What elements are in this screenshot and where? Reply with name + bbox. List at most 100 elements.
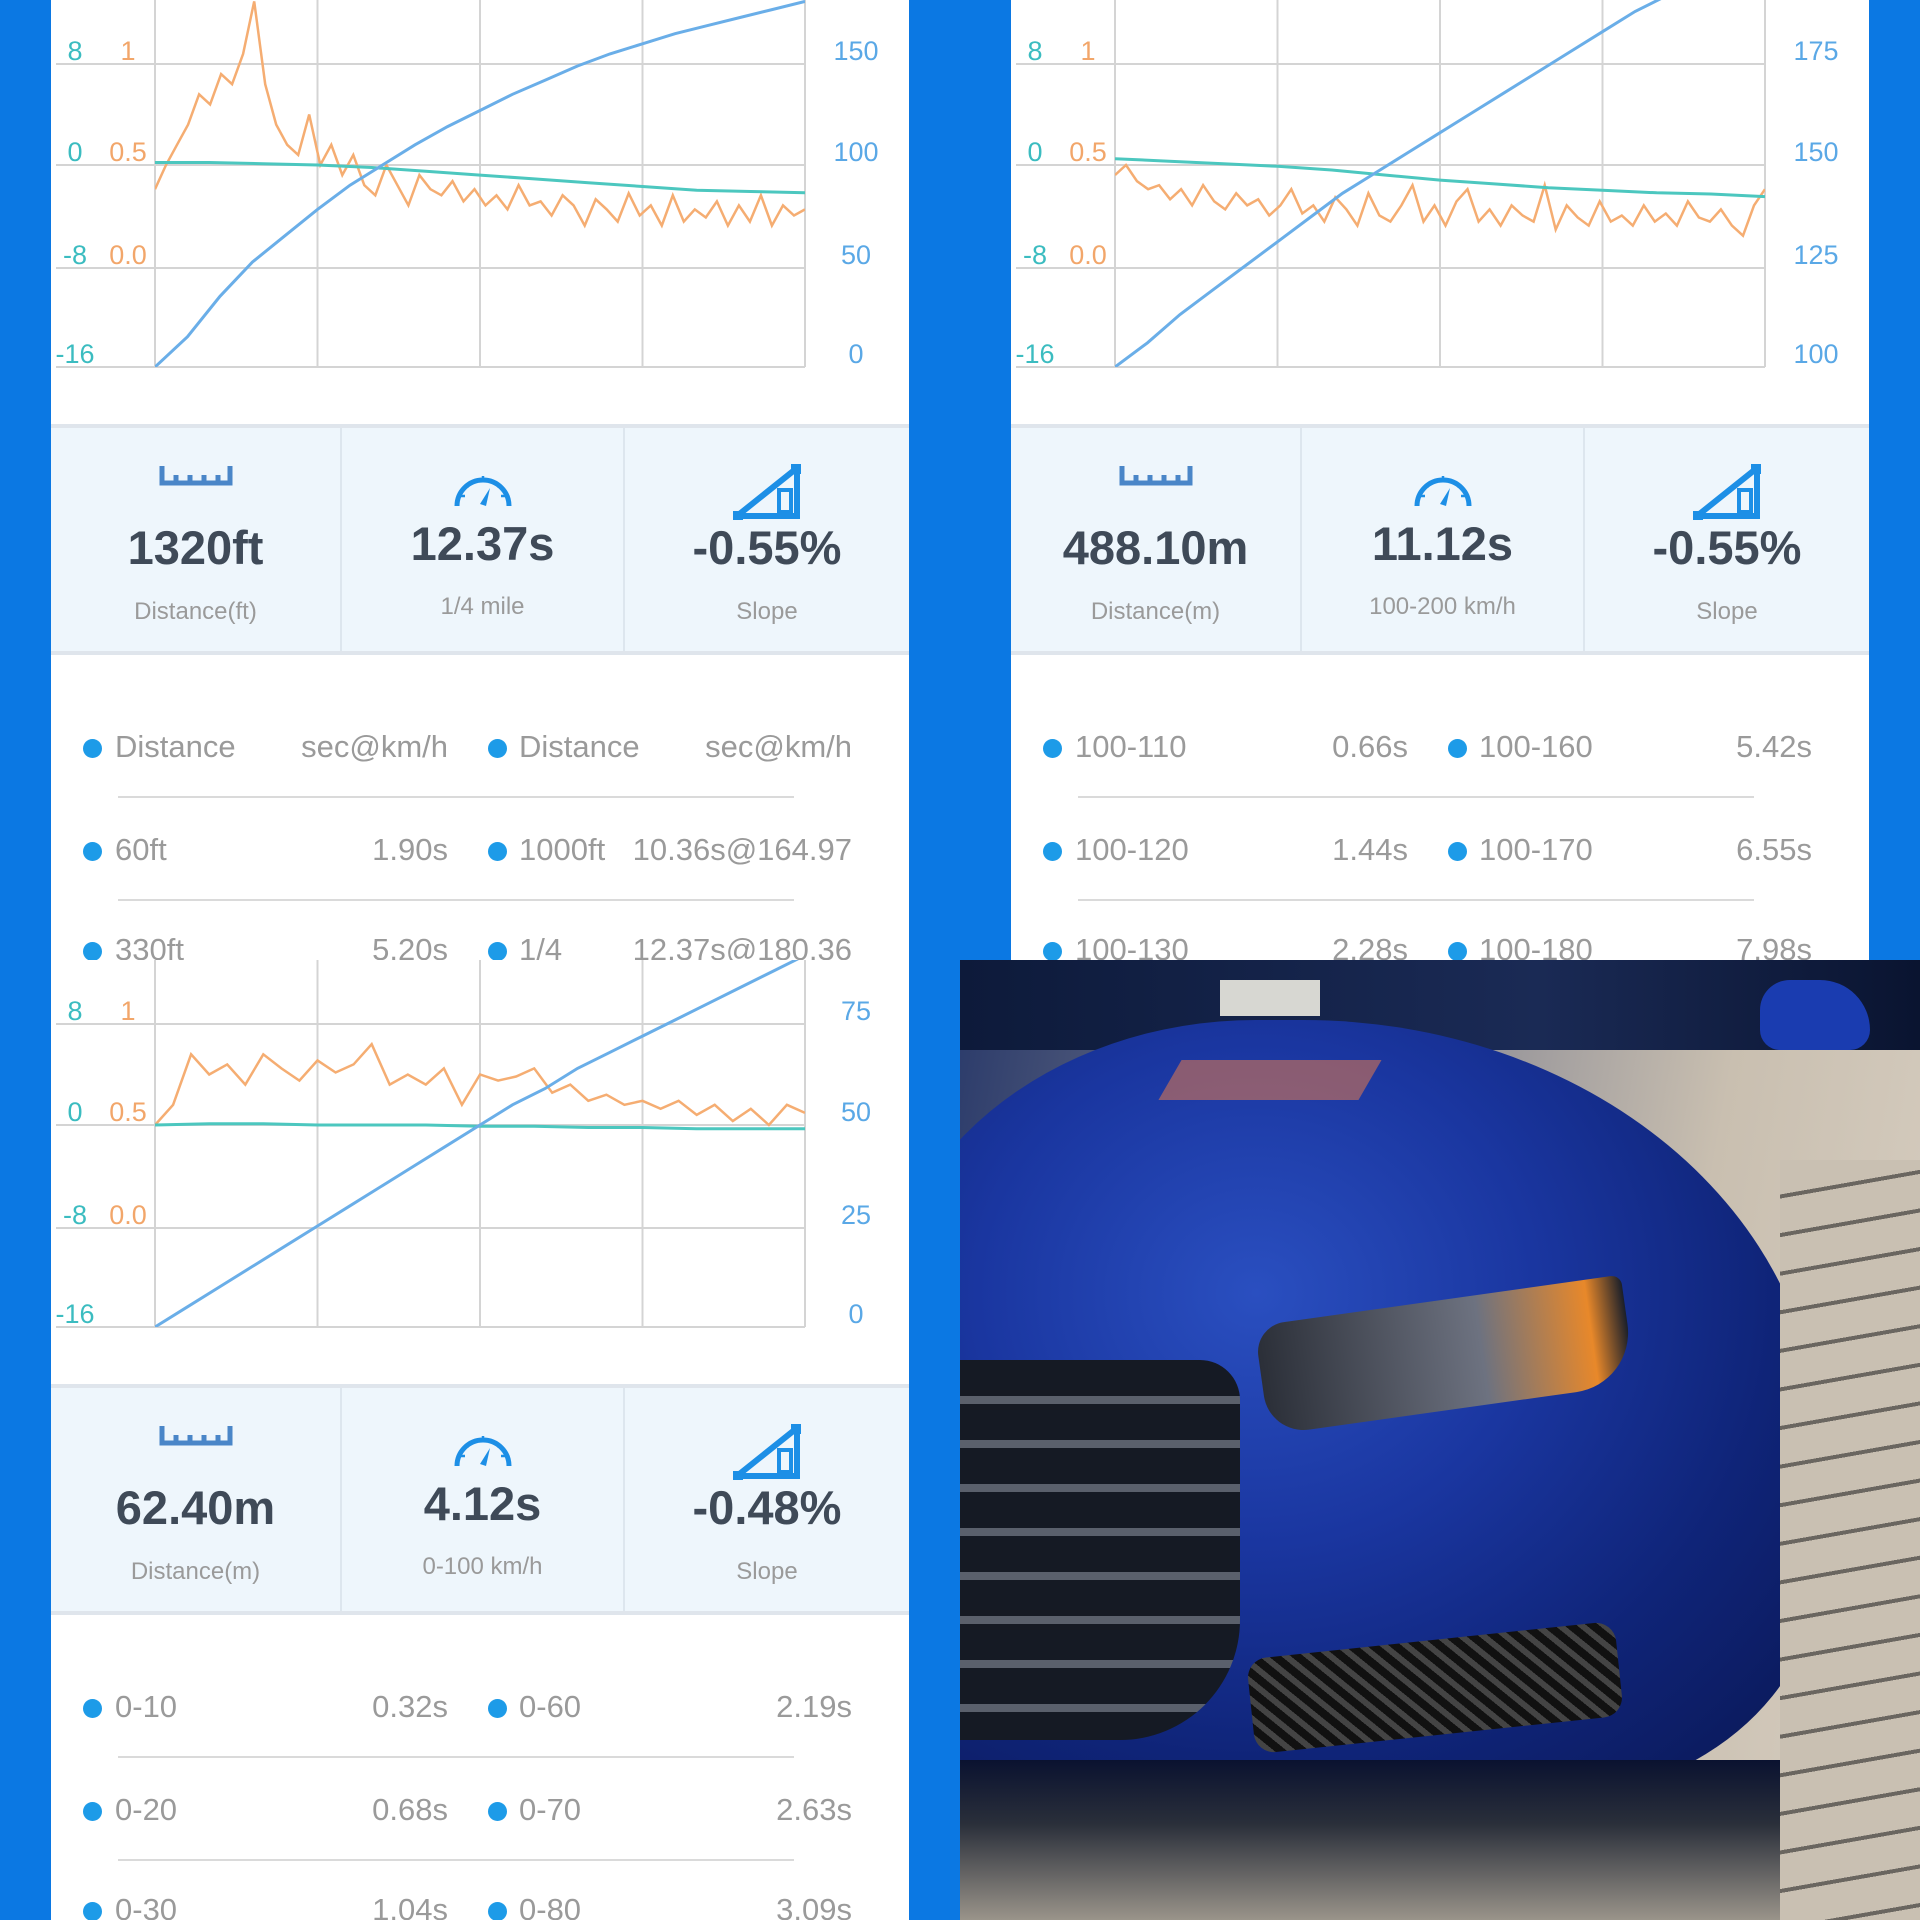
split-value: 1.44s bbox=[1332, 832, 1408, 867]
inner-axis-tick: 0.0 bbox=[109, 240, 147, 270]
outer-axis-tick: -16 bbox=[55, 1299, 94, 1329]
stat-label: Distance(m) bbox=[1090, 598, 1221, 625]
ruler-icon bbox=[159, 464, 233, 491]
split-value: 2.63s bbox=[776, 1792, 852, 1827]
split-row: 0-20 0.68s 0-70 2.63s bbox=[51, 1792, 909, 1832]
right-axis-tick: 75 bbox=[841, 996, 871, 1026]
car-photo bbox=[960, 960, 1920, 1920]
slope-icon bbox=[1688, 461, 1761, 525]
split-label: 100-160 bbox=[1479, 729, 1593, 764]
split-value: 0.68s bbox=[372, 1792, 448, 1827]
stat-label: Slope bbox=[1696, 598, 1758, 625]
split-value: 3.09s bbox=[776, 1892, 852, 1920]
speed-series-line bbox=[155, 0, 805, 367]
split-label: 0-20 bbox=[115, 1792, 178, 1827]
row-divider bbox=[118, 796, 794, 798]
split-value: 12.37s@180.36 bbox=[632, 932, 852, 960]
stat-value: 12.37s bbox=[410, 517, 555, 570]
right-axis-tick: 100 bbox=[833, 137, 878, 167]
drag-result-panel: 8 0 -8 -16 1 0.5 0.0 175 150 125 100 488.10m Dista… bbox=[1011, 0, 1869, 960]
stat-value: 11.12s bbox=[1371, 517, 1514, 570]
outer-axis-tick: 8 bbox=[1027, 36, 1042, 66]
row-divider bbox=[1078, 899, 1754, 901]
stat-label: Slope bbox=[736, 1558, 798, 1585]
split-label: 330ft bbox=[115, 932, 184, 960]
split-label: 100-120 bbox=[1075, 832, 1189, 867]
drag-result-panel: 8 0 -8 -16 1 0.5 0.0 150 100 50 0 1320ft Distance(… bbox=[51, 0, 909, 960]
stats-band: 488.10m Distance(m) 11.12s 100-200 km/h … bbox=[1011, 424, 1869, 655]
inner-axis-tick: 0.5 bbox=[1069, 137, 1107, 167]
split-row: 330ft 5.20s 1/4 12.37s@180.36 bbox=[51, 932, 909, 960]
stat-cell: 11.12s 100-200 km/h bbox=[1302, 428, 1585, 651]
outer-axis-tick: -8 bbox=[63, 1200, 87, 1230]
right-axis-tick: 50 bbox=[841, 240, 871, 270]
bullet-dot bbox=[1043, 739, 1062, 758]
split-value: 2.28s bbox=[1332, 932, 1408, 960]
row-divider bbox=[1078, 796, 1754, 798]
stat-label: 100-200 km/h bbox=[1369, 593, 1516, 620]
split-label: 60ft bbox=[115, 832, 167, 867]
slope-series-line bbox=[1115, 157, 1765, 199]
bullet-dot bbox=[488, 1902, 507, 1920]
inner-axis-tick: 1 bbox=[120, 36, 135, 66]
right-axis-tick: 0 bbox=[848, 1299, 863, 1329]
inner-axis-tick: 0.5 bbox=[109, 137, 147, 167]
split-row: 100-120 1.44s 100-170 6.55s bbox=[1011, 832, 1869, 872]
right-axis-tick: 150 bbox=[833, 36, 878, 66]
split-label: 0-60 bbox=[519, 1689, 582, 1724]
speed-series-line bbox=[1115, 0, 1662, 367]
stats-band: 62.40m Distance(m) 4.12s 0-100 km/h -0.4… bbox=[51, 1384, 909, 1615]
split-value: 0.32s bbox=[372, 1689, 448, 1724]
split-row: Distance sec@km/h Distance sec@km/h bbox=[51, 729, 909, 769]
stat-label: 0-100 km/h bbox=[422, 1553, 543, 1580]
split-value: 1.90s bbox=[372, 832, 448, 867]
stat-label: Slope bbox=[736, 598, 798, 625]
bullet-dot bbox=[488, 1699, 507, 1718]
split-label: 100-110 bbox=[1075, 729, 1187, 764]
acceleration-series-line bbox=[1115, 163, 1765, 238]
stat-value: 4.12s bbox=[423, 1477, 542, 1530]
split-label: Distance bbox=[115, 729, 236, 764]
outer-axis-tick: 0 bbox=[67, 137, 82, 167]
bullet-dot bbox=[83, 739, 102, 758]
stat-cell: 12.37s 1/4 mile bbox=[342, 428, 625, 651]
stat-value: 62.40m bbox=[115, 1481, 276, 1534]
split-label: 0-70 bbox=[519, 1792, 582, 1827]
bullet-dot bbox=[1448, 739, 1467, 758]
split-value: sec@km/h bbox=[705, 729, 852, 764]
outer-axis-tick: 8 bbox=[67, 996, 82, 1026]
bullet-dot bbox=[1043, 842, 1062, 861]
right-axis-tick: 25 bbox=[841, 1200, 871, 1230]
inner-axis-tick: 1 bbox=[1080, 36, 1095, 66]
split-label: 100-180 bbox=[1479, 932, 1593, 960]
stat-cell: 488.10m Distance(m) bbox=[1011, 428, 1302, 651]
split-value: 6.55s bbox=[1736, 832, 1812, 867]
split-row: 0-10 0.32s 0-60 2.19s bbox=[51, 1689, 909, 1729]
bullet-dot bbox=[488, 842, 507, 861]
performance-chart: 8 0 -8 -16 1 0.5 0.0 175 150 125 100 bbox=[1015, 0, 1839, 369]
stats-band: 1320ft Distance(ft) 12.37s 1/4 mile -0.5… bbox=[51, 424, 909, 655]
split-value: sec@km/h bbox=[301, 729, 448, 764]
split-row: 100-110 0.66s 100-160 5.42s bbox=[1011, 729, 1869, 769]
stat-cell: 1320ft Distance(ft) bbox=[51, 428, 342, 651]
stat-cell: -0.55% Slope bbox=[1585, 428, 1869, 651]
split-label: 0-30 bbox=[115, 1892, 178, 1920]
inner-axis-tick: 1 bbox=[120, 996, 135, 1026]
stat-cell: 4.12s 0-100 km/h bbox=[342, 1388, 625, 1611]
stat-label: 1/4 mile bbox=[440, 593, 525, 620]
bullet-dot bbox=[1448, 942, 1467, 960]
split-value: 5.42s bbox=[1736, 729, 1812, 764]
outer-axis-tick: -8 bbox=[1023, 240, 1047, 270]
right-axis-tick: 50 bbox=[841, 1097, 871, 1127]
split-value: 7.98s bbox=[1736, 932, 1812, 960]
split-label: Distance bbox=[519, 729, 640, 764]
inner-axis-tick: 0.0 bbox=[1069, 240, 1107, 270]
split-label: 0-10 bbox=[115, 1689, 178, 1724]
bullet-dot bbox=[488, 1802, 507, 1821]
split-value: 2.19s bbox=[776, 1689, 852, 1724]
speed-series-line bbox=[155, 960, 799, 1327]
bullet-dot bbox=[488, 942, 507, 960]
stat-label: Distance(ft) bbox=[134, 598, 257, 625]
stat-value: 488.10m bbox=[1062, 521, 1249, 574]
stat-value: 1320ft bbox=[127, 521, 264, 574]
